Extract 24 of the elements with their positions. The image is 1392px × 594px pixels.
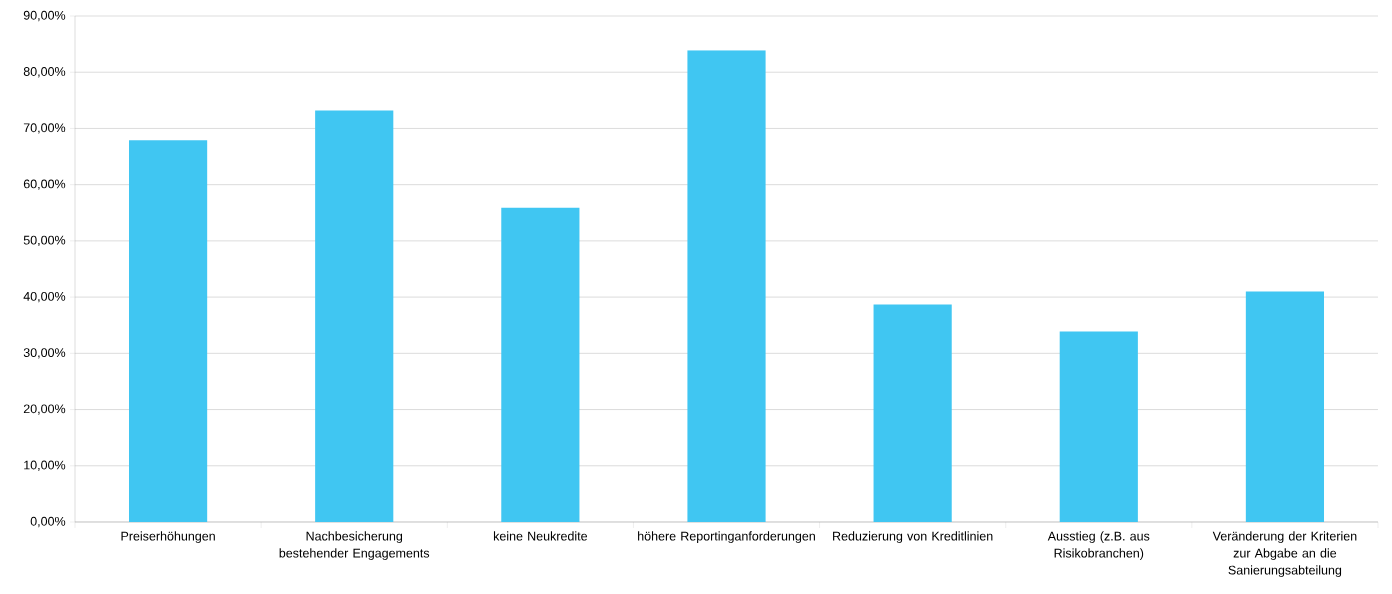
bar bbox=[129, 140, 208, 522]
bar bbox=[687, 50, 766, 522]
bar bbox=[1245, 291, 1325, 522]
y-tick-label: 30,00% bbox=[23, 348, 66, 359]
y-tick-label: 10,00% bbox=[24, 460, 66, 471]
x-tick-label: Nachbesicherung bestehender Engagements bbox=[279, 531, 430, 560]
bar bbox=[501, 207, 580, 522]
bar bbox=[1059, 331, 1138, 522]
x-tick-label: keine Neukredite bbox=[493, 531, 588, 541]
y-tick-label: 60,00% bbox=[23, 179, 66, 190]
x-tick-label: Reduzierung von Kreditlinien bbox=[833, 531, 993, 543]
bar bbox=[873, 304, 952, 522]
x-tick-label: Veränderung der Kriterien zur Abgabe an die Sanierungsabteilung bbox=[1212, 531, 1357, 577]
y-tick-label: 90,00% bbox=[23, 10, 66, 22]
x-tick-label: höhere Reportinganforderungen bbox=[638, 531, 815, 543]
y-tick-label: 20,00% bbox=[23, 404, 66, 415]
y-tick-label: 50,00% bbox=[23, 235, 66, 247]
x-tick-label: Ausstieg (z.B. aus Risikobranchen) bbox=[1047, 531, 1150, 560]
y-tick-label: 0,00% bbox=[30, 516, 66, 528]
y-tick-label: 70,00% bbox=[23, 123, 66, 134]
y-tick-label: 40,00% bbox=[23, 291, 66, 303]
y-tick-label: 80,00% bbox=[23, 67, 66, 78]
x-tick-label: Preiserhöhungen bbox=[121, 531, 215, 543]
bar bbox=[315, 110, 394, 522]
